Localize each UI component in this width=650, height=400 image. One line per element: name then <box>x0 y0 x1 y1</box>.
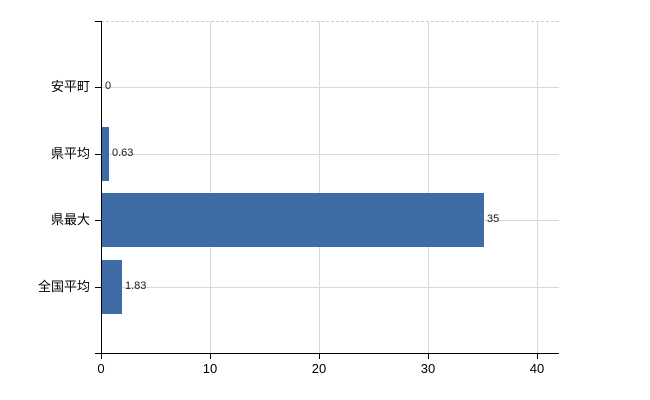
x-axis-tick <box>210 354 211 359</box>
y-gridline <box>101 287 559 288</box>
y-gridline <box>101 87 559 88</box>
y-axis-tick <box>95 154 101 155</box>
bar-value-label: 0 <box>105 80 112 92</box>
x-gridline <box>537 21 539 353</box>
y-axis-tick <box>95 220 101 221</box>
x-axis-tick <box>319 354 320 359</box>
bar-value-label: 0.63 <box>112 147 134 159</box>
x-tick-label: 40 <box>529 361 545 376</box>
bar-2 <box>102 193 484 247</box>
y-axis-tick <box>95 87 101 88</box>
category-label-0: 安平町 <box>50 79 90 94</box>
x-gridline <box>210 21 212 353</box>
x-axis-line <box>95 353 559 354</box>
y-axis-tick <box>95 287 101 288</box>
x-gridline <box>319 21 321 353</box>
x-tick-label: 30 <box>420 361 436 376</box>
x-tick-label: 10 <box>202 361 218 376</box>
bar-value-label: 1.83 <box>125 280 147 292</box>
category-label-3: 全国平均 <box>37 279 90 294</box>
y-axis-tick <box>95 21 101 22</box>
plot-top-border <box>101 21 559 22</box>
x-tick-label: 20 <box>311 361 327 376</box>
x-axis-tick <box>101 354 102 359</box>
category-label-1: 県平均 <box>50 146 90 161</box>
y-gridline <box>101 154 559 155</box>
bar-value-label: 35 <box>487 213 500 225</box>
x-gridline <box>428 21 430 353</box>
x-tick-label: 0 <box>97 361 105 376</box>
x-axis-tick <box>428 354 429 359</box>
bar-3 <box>102 260 122 314</box>
category-label-2: 県最大 <box>50 212 90 227</box>
bar-1 <box>102 127 109 181</box>
y-axis-line <box>101 21 102 358</box>
x-axis-tick <box>537 354 538 359</box>
